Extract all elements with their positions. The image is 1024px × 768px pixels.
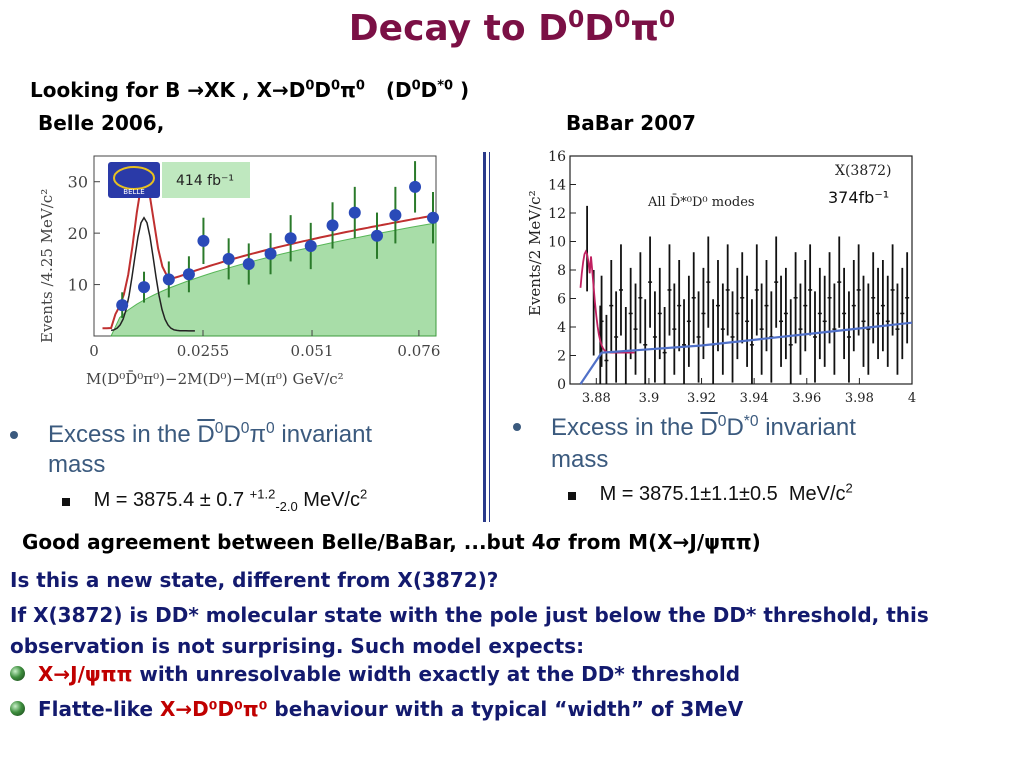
separator-line-thin xyxy=(489,152,490,522)
x-tick-label: 3.9 xyxy=(639,391,660,406)
belle-chart: 10 20 30 0 0.0255 0.051 0.076 Events /4.25 MeV/… xyxy=(38,155,440,388)
x-tick-label: 3.88 xyxy=(582,391,611,406)
separator-line xyxy=(483,152,486,522)
belle-logo-text: BELLE xyxy=(123,188,144,196)
y-tick-label: 10 xyxy=(548,235,566,251)
modes-annotation: All D̄*⁰D⁰ modes xyxy=(647,194,755,210)
data-point xyxy=(222,252,235,265)
bullet-ball-icon xyxy=(10,701,25,716)
expectation-1: X→J/ψππ with unresolvable width exactly … xyxy=(10,662,740,686)
y-tick-label: 30 xyxy=(68,173,88,192)
expectation-2-reaction: X→D⁰D⁰π⁰ xyxy=(159,697,268,721)
babar-chart: 0 2 4 6 8 10 12 14 16 3.88 3.9 3.92 3.94 3.96 3.98 4 Eve… xyxy=(526,149,916,406)
y-tick-label: 20 xyxy=(68,224,88,243)
intro-line: Looking for B →XK , X→D0D0π0 (D0D*0 ) xyxy=(30,78,470,102)
x-tick-label: 0.0255 xyxy=(177,342,230,360)
belle-label: Belle 2006, xyxy=(38,111,165,135)
lumi-box xyxy=(162,162,250,198)
expectation-1-reaction: X→J/ψππ xyxy=(37,662,133,686)
y-tick-label: 14 xyxy=(548,178,566,194)
y-tick-label: 12 xyxy=(548,206,566,222)
signal-mc-curve xyxy=(110,216,195,332)
state-annotation: X(3872) xyxy=(835,163,892,179)
data-point xyxy=(284,232,297,245)
data-point xyxy=(138,281,151,294)
expectation-2: Flatte-like X→D⁰D⁰π⁰ behaviour with a ty… xyxy=(10,697,743,721)
data-point xyxy=(348,206,361,219)
x-tick-label: 3.96 xyxy=(792,391,821,406)
data-point xyxy=(389,209,402,222)
slide-title: Decay to D0D0π0 xyxy=(348,5,676,49)
bullet-dot-icon xyxy=(10,431,18,439)
background-fit-curve xyxy=(579,321,913,385)
belle-logo-ring xyxy=(113,166,155,190)
x-tick-label: 0 xyxy=(89,342,99,360)
y-tick-label: 10 xyxy=(68,276,88,295)
expectation-1-text: with unresolvable width exactly at the D… xyxy=(132,662,741,686)
babar-excess-bullet: Excess in the D0D*0 invariant mass xyxy=(513,412,973,476)
lumi-label: 414 fb⁻¹ xyxy=(176,173,234,189)
y-tick-label: 16 xyxy=(548,149,566,165)
data-point xyxy=(371,229,384,242)
lumi-annotation: 374fb⁻¹ xyxy=(828,188,889,207)
bullet-dot-icon xyxy=(513,423,521,431)
data-point xyxy=(427,211,440,224)
belle-logo-icon xyxy=(108,162,160,198)
data-point xyxy=(162,273,175,286)
expectation-2-text: behaviour with a typical “width” of 3MeV xyxy=(267,697,744,721)
x-tick-label: 3.98 xyxy=(845,391,874,406)
x-axis-label: M(D⁰D̄⁰π⁰)−2M(D⁰)−M(π⁰) GeV/c² xyxy=(86,370,344,388)
bullet-square-icon xyxy=(568,491,576,500)
x-tick-label: 3.94 xyxy=(740,391,769,406)
data-point xyxy=(264,247,277,260)
x-tick-label: 4 xyxy=(908,391,916,406)
data-point xyxy=(197,234,210,247)
data-point xyxy=(409,180,422,193)
statement-text: If X(3872) is DD* molecular state with t… xyxy=(10,603,929,658)
y-tick-label: 6 xyxy=(557,292,566,308)
data-point xyxy=(116,299,129,312)
x-tick-label: 0.051 xyxy=(291,342,334,360)
data-point xyxy=(182,268,195,281)
data-point xyxy=(242,258,255,270)
y-tick-label: 4 xyxy=(557,320,566,336)
agreement-line: Good agreement between Belle/BaBar, ...b… xyxy=(22,530,761,554)
babar-mass-bullet: M = 3875.1±1.1±0.5 MeV/c2 xyxy=(568,480,853,506)
bullet-ball-icon xyxy=(10,666,25,681)
belle-excess-bullet: Excess in the D0D0π0 invariant mass xyxy=(10,420,470,480)
belle-mass-bullet: M = 3875.4 ± 0.7 +1.2-2.0 MeV/c2 xyxy=(62,486,367,514)
x-tick-label: 3.92 xyxy=(687,391,716,406)
plot-frame xyxy=(569,155,913,385)
y-tick-label: 2 xyxy=(557,349,566,365)
question-line: Is this a new state, different from X(38… xyxy=(10,568,499,592)
data-point xyxy=(326,219,339,232)
y-tick-label: 8 xyxy=(557,263,566,279)
y-tick-label: 0 xyxy=(557,377,566,393)
x-tick-label: 0.076 xyxy=(397,342,440,360)
data-point xyxy=(304,240,317,252)
babar-label: BaBar 2007 xyxy=(566,111,696,135)
expectation-2-lead: Flatte-like xyxy=(37,697,160,721)
y-axis-label: Events/2 MeV/c² xyxy=(526,190,544,316)
bullet-square-icon xyxy=(62,497,70,506)
y-axis-label: Events /4.25 MeV/c² xyxy=(38,189,56,343)
